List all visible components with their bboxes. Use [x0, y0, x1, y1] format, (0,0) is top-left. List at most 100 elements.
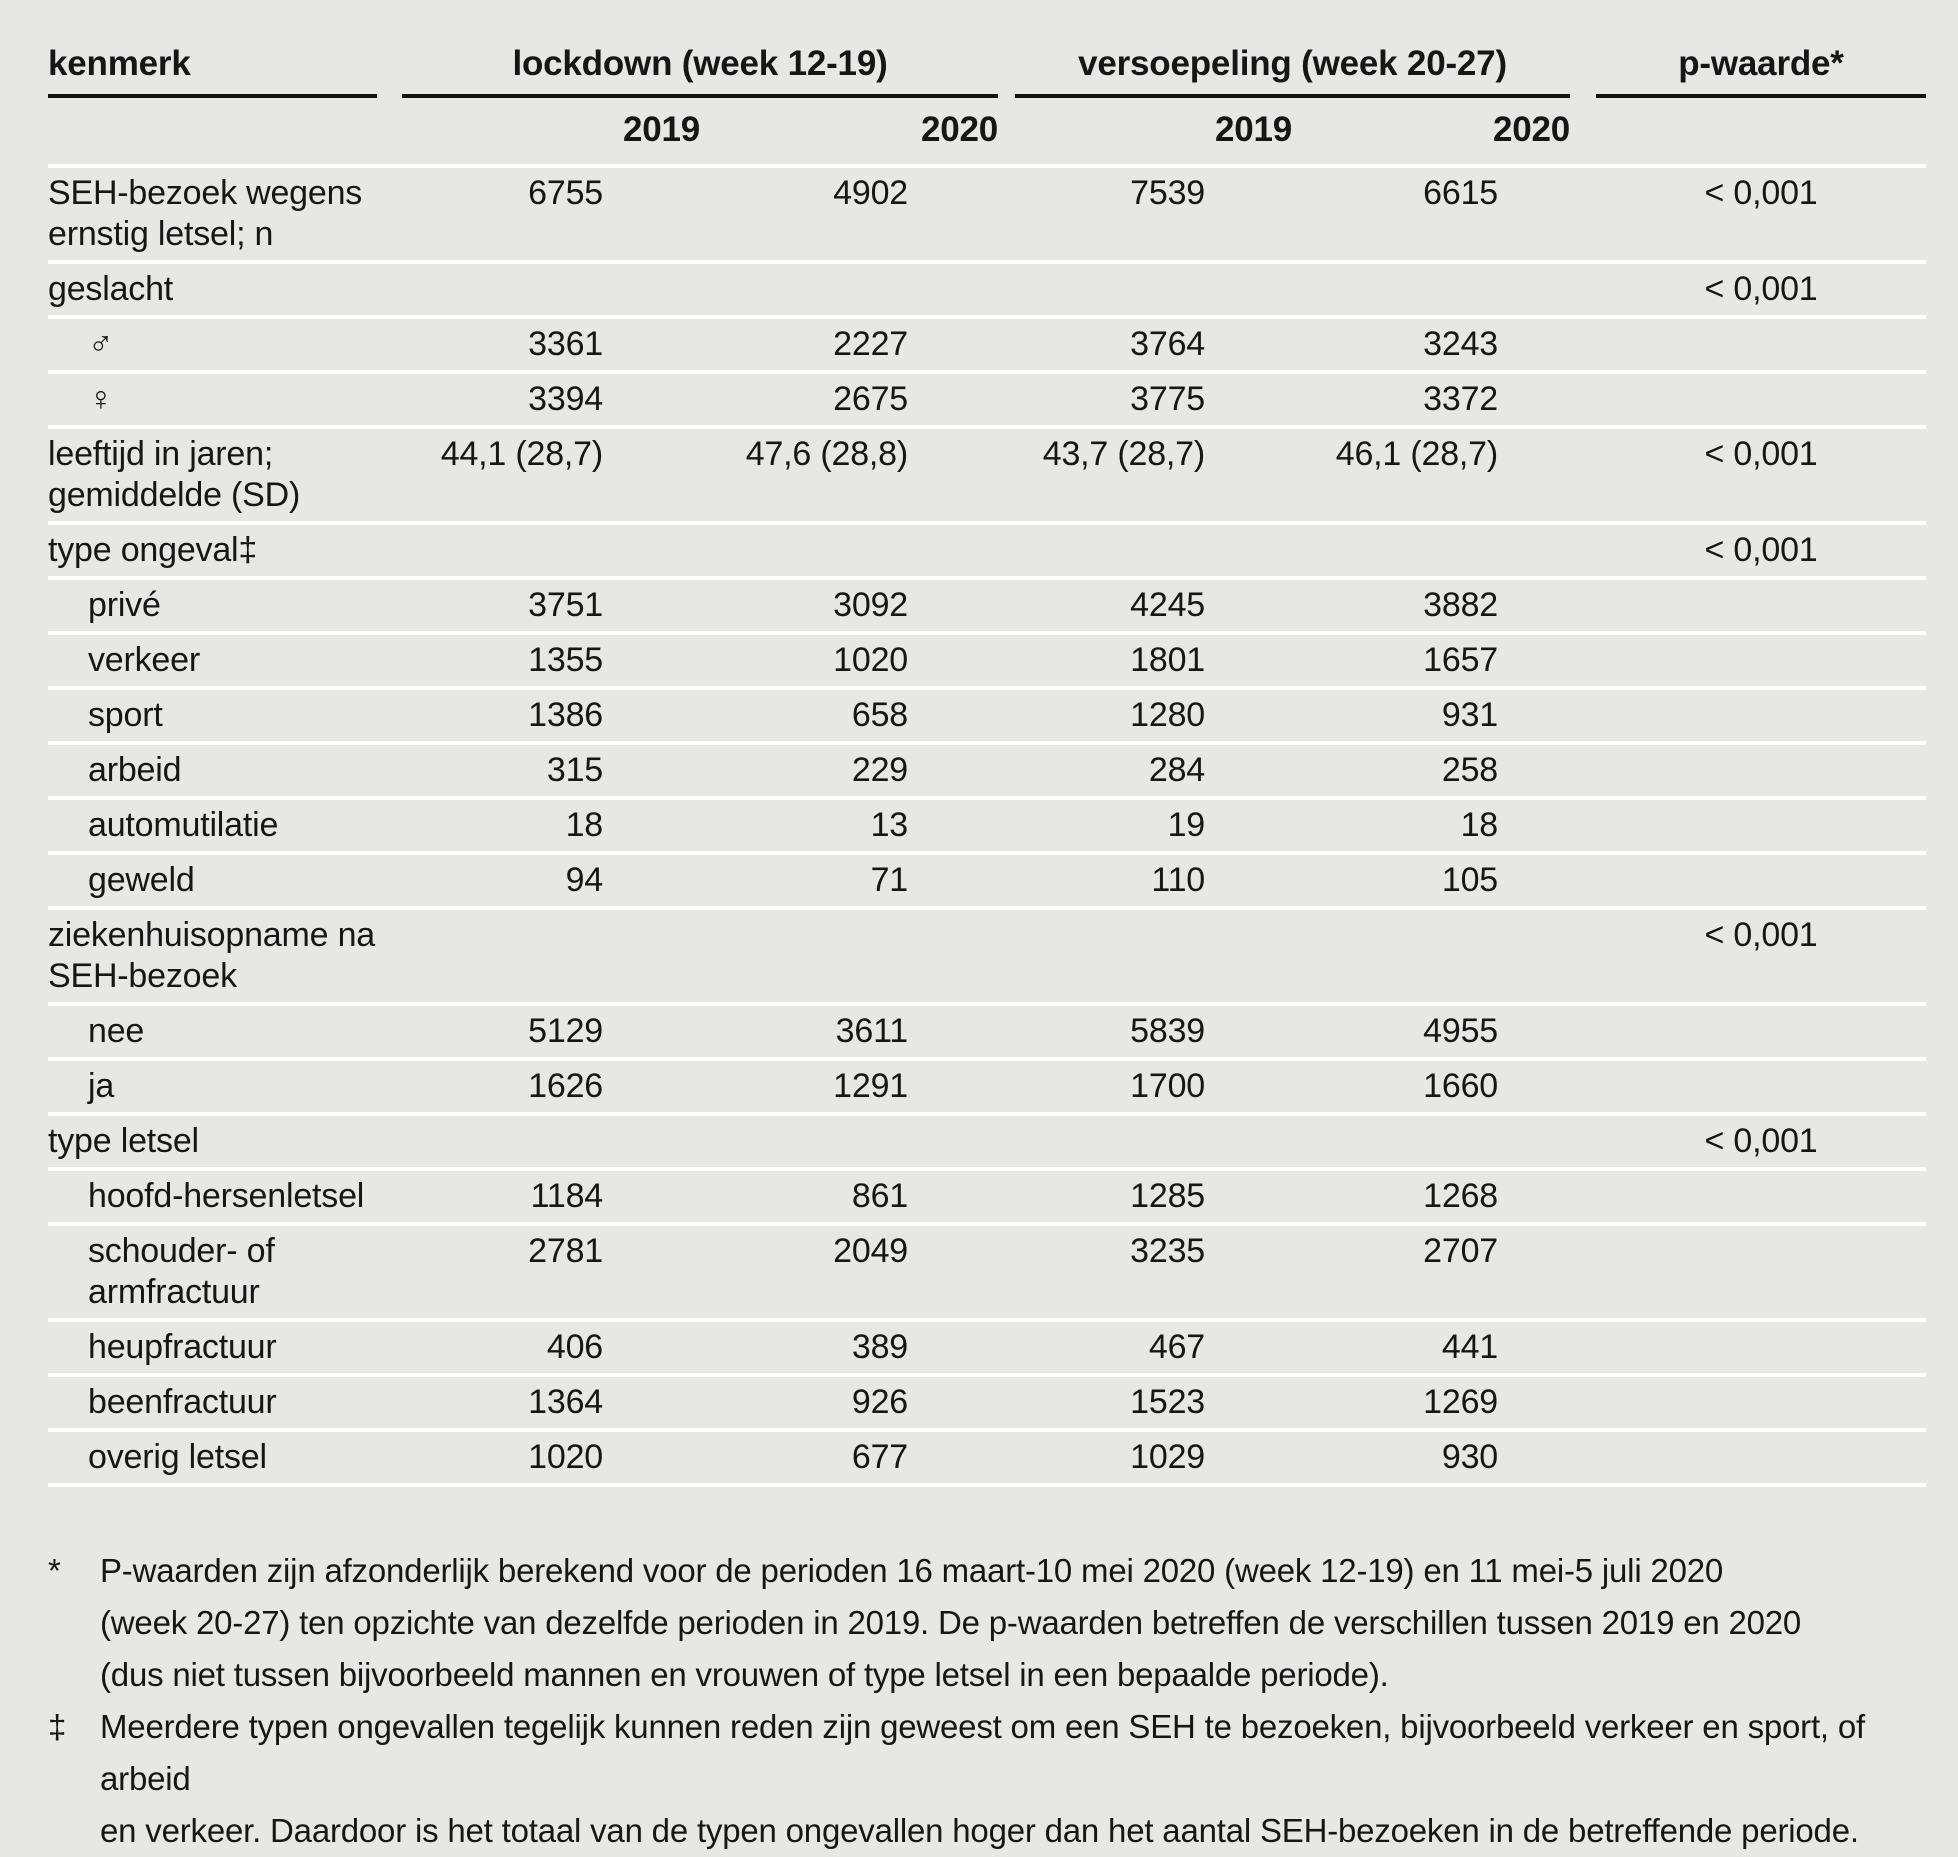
value-lockdown-2019: [402, 521, 700, 576]
empty-cell: [48, 98, 402, 164]
column-gap: [1570, 164, 1596, 260]
table-row: ziekenhuisopname na SEH-bezoek < 0,001: [48, 906, 1926, 1002]
row-label: verkeer: [48, 631, 402, 686]
column-gap: [1570, 1222, 1596, 1318]
column-gap: [998, 1002, 1015, 1057]
p-value: [1596, 1167, 1926, 1222]
column-gap: [998, 260, 1015, 315]
value-versoepeling-2020: 4955: [1292, 1002, 1570, 1057]
value-lockdown-2020: 47,6 (28,8): [700, 425, 998, 521]
value-lockdown-2019: 18: [402, 796, 700, 851]
column-gap: [998, 741, 1015, 796]
header-gap: [1570, 44, 1596, 98]
value-lockdown-2019: 1386: [402, 686, 700, 741]
column-gap: [1570, 425, 1596, 521]
value-versoepeling-2019: [1015, 260, 1292, 315]
value-versoepeling-2019: 1523: [1015, 1373, 1292, 1428]
column-gap: [998, 906, 1015, 1002]
value-lockdown-2019: 3751: [402, 576, 700, 631]
p-value: [1596, 315, 1926, 370]
value-lockdown-2019: 1355: [402, 631, 700, 686]
column-gap: [998, 164, 1015, 260]
value-versoepeling-2019: 1700: [1015, 1057, 1292, 1112]
column-gap: [1570, 1373, 1596, 1428]
footnote-text: P-waarden zijn afzonderlijk berekend voo…: [100, 1552, 1802, 1693]
column-gap: [1570, 851, 1596, 906]
value-versoepeling-2019: [1015, 1112, 1292, 1167]
column-gap: [998, 1112, 1015, 1167]
table-row: sport 1386 658 1280 931: [48, 686, 1926, 741]
value-lockdown-2019: [402, 906, 700, 1002]
table-row: heupfractuur 406 389 467 441: [48, 1318, 1926, 1373]
value-versoepeling-2020: 931: [1292, 686, 1570, 741]
table-row: privé 3751 3092 4245 3882: [48, 576, 1926, 631]
column-header-versoepeling-2019: 2019: [1214, 110, 1292, 149]
year-header-row: 2019 2020 2019 2020: [48, 98, 1926, 164]
p-value: < 0,001: [1596, 164, 1926, 260]
value-lockdown-2019: 6755: [402, 164, 700, 260]
row-label: ♀: [48, 370, 402, 425]
empty-cell: [1596, 98, 1926, 164]
value-versoepeling-2019: 1029: [1015, 1428, 1292, 1487]
table-row: type letsel < 0,001: [48, 1112, 1926, 1167]
value-lockdown-2020: 3092: [700, 576, 998, 631]
p-value: < 0,001: [1596, 260, 1926, 315]
value-versoepeling-2020: 1657: [1292, 631, 1570, 686]
p-value: [1596, 631, 1926, 686]
p-value: [1596, 851, 1926, 906]
value-versoepeling-2020: 6615: [1292, 164, 1570, 260]
column-gap: [1570, 686, 1596, 741]
data-table: kenmerk lockdown (week 12-19) versoepeli…: [48, 44, 1926, 1487]
column-gap: [1570, 1057, 1596, 1112]
column-header-lockdown-2020: 2020: [920, 110, 998, 149]
p-value: [1596, 796, 1926, 851]
row-label: ♂: [48, 315, 402, 370]
value-lockdown-2020: 677: [700, 1428, 998, 1487]
column-gap: [998, 370, 1015, 425]
value-versoepeling-2020: 3243: [1292, 315, 1570, 370]
value-lockdown-2020: 861: [700, 1167, 998, 1222]
p-value: [1596, 686, 1926, 741]
header-gap: [1570, 98, 1596, 164]
column-gap: [1570, 1428, 1596, 1487]
value-versoepeling-2019: 1285: [1015, 1167, 1292, 1222]
value-lockdown-2019: 2781: [402, 1222, 700, 1318]
row-label: privé: [48, 576, 402, 631]
header-gap: [998, 98, 1015, 164]
column-gap: [1570, 521, 1596, 576]
row-label: SEH-bezoek wegens ernstig letsel; n: [48, 164, 402, 260]
column-header-lockdown-2019: 2019: [622, 110, 700, 149]
p-value: [1596, 1428, 1926, 1487]
value-lockdown-2020: [700, 521, 998, 576]
p-value: [1596, 741, 1926, 796]
row-label: type ongeval‡: [48, 521, 402, 576]
value-versoepeling-2020: 1269: [1292, 1373, 1570, 1428]
value-lockdown-2020: 2049: [700, 1222, 998, 1318]
row-label: sport: [48, 686, 402, 741]
row-label: beenfractuur: [48, 1373, 402, 1428]
table-row: overig letsel 1020 677 1029 930: [48, 1428, 1926, 1487]
row-label: automutilatie: [48, 796, 402, 851]
column-gap: [1570, 576, 1596, 631]
value-lockdown-2019: 1020: [402, 1428, 700, 1487]
row-label: heupfractuur: [48, 1318, 402, 1373]
table-row: arbeid 315 229 284 258: [48, 741, 1926, 796]
value-versoepeling-2019: 110: [1015, 851, 1292, 906]
value-versoepeling-2019: 1801: [1015, 631, 1292, 686]
p-value: [1596, 1373, 1926, 1428]
value-versoepeling-2019: 3235: [1015, 1222, 1292, 1318]
column-gap: [998, 851, 1015, 906]
column-gap: [998, 796, 1015, 851]
value-lockdown-2020: 3611: [700, 1002, 998, 1057]
footnote-marker: *: [48, 1552, 61, 1589]
p-value: [1596, 1318, 1926, 1373]
value-lockdown-2019: 3361: [402, 315, 700, 370]
value-versoepeling-2020: 1660: [1292, 1057, 1570, 1112]
table-row: SEH-bezoek wegens ernstig letsel; n 6755 4…: [48, 164, 1926, 260]
value-versoepeling-2019: [1015, 521, 1292, 576]
column-gap: [1570, 260, 1596, 315]
value-versoepeling-2019: 467: [1015, 1318, 1292, 1373]
column-gap: [998, 1057, 1015, 1112]
p-value: < 0,001: [1596, 425, 1926, 521]
value-versoepeling-2020: [1292, 260, 1570, 315]
